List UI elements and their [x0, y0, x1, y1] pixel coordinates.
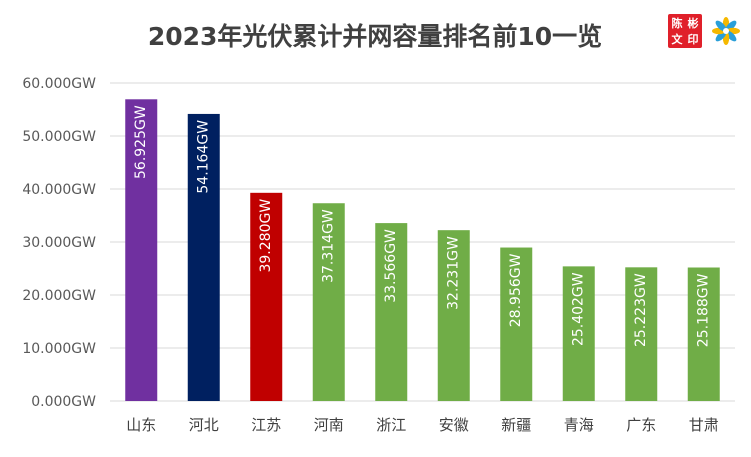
bar — [250, 192, 283, 401]
y-tick-label: 20.000GW — [22, 288, 96, 304]
seal-character: 陈 — [672, 16, 683, 30]
category-label: 青海 — [564, 416, 594, 434]
bar — [375, 223, 408, 401]
chart-title: 2023年光伏累计并网容量排名前10一览 — [148, 22, 602, 51]
category-label: 河北 — [189, 416, 219, 434]
category-label: 安徽 — [439, 416, 469, 434]
category-label: 新疆 — [501, 416, 531, 434]
data-label: 25.223GW — [633, 273, 649, 347]
data-label: 25.188GW — [696, 273, 712, 347]
y-tick-label: 50.000GW — [22, 129, 96, 145]
y-axis: 0.000GW 10.000GW 20.000GW 30.000GW 40.000GW 5… — [22, 76, 96, 410]
bar — [187, 113, 220, 402]
seal-character: 文 — [672, 32, 684, 46]
bar — [437, 230, 470, 401]
data-label: 54.164GW — [196, 120, 212, 194]
bar — [562, 266, 595, 401]
flower-center — [723, 28, 729, 34]
category-label: 河南 — [314, 416, 344, 434]
seal-character: 彬 — [688, 16, 699, 30]
data-label: 28.956GW — [508, 253, 524, 327]
bar — [625, 267, 658, 401]
data-label: 25.402GW — [571, 272, 587, 346]
category-label: 广东 — [626, 416, 656, 434]
flower-petal — [715, 20, 727, 32]
seal-character: 印 — [688, 33, 699, 46]
category-label: 甘肃 — [689, 416, 719, 434]
bars — [125, 99, 720, 402]
y-tick-label: 40.000GW — [22, 182, 96, 198]
y-tick-label: 30.000GW — [22, 235, 96, 251]
data-label: 39.280GW — [258, 199, 274, 273]
x-axis: 山东 河北 江苏 河南 浙江 安徽 新疆 青海 广东 甘肃 — [126, 416, 719, 434]
y-tick-label: 0.000GW — [31, 394, 96, 410]
category-label: 山东 — [126, 416, 156, 434]
bar — [312, 203, 345, 401]
data-label: 56.925GW — [133, 105, 149, 179]
bar — [500, 247, 533, 401]
bar — [687, 267, 720, 401]
data-label: 33.566GW — [383, 229, 399, 303]
y-tick-label: 10.000GW — [22, 341, 96, 357]
data-label: 37.314GW — [321, 209, 337, 283]
category-label: 江苏 — [251, 416, 281, 434]
data-labels: 56.925GW 54.164GW 39.280GW 37.314GW 33.566GW… — [133, 105, 712, 347]
bar — [125, 99, 158, 402]
flower-logo-icon — [712, 17, 740, 45]
data-label: 32.231GW — [446, 236, 462, 310]
category-label: 浙江 — [376, 416, 406, 434]
y-tick-label: 60.000GW — [22, 76, 96, 92]
